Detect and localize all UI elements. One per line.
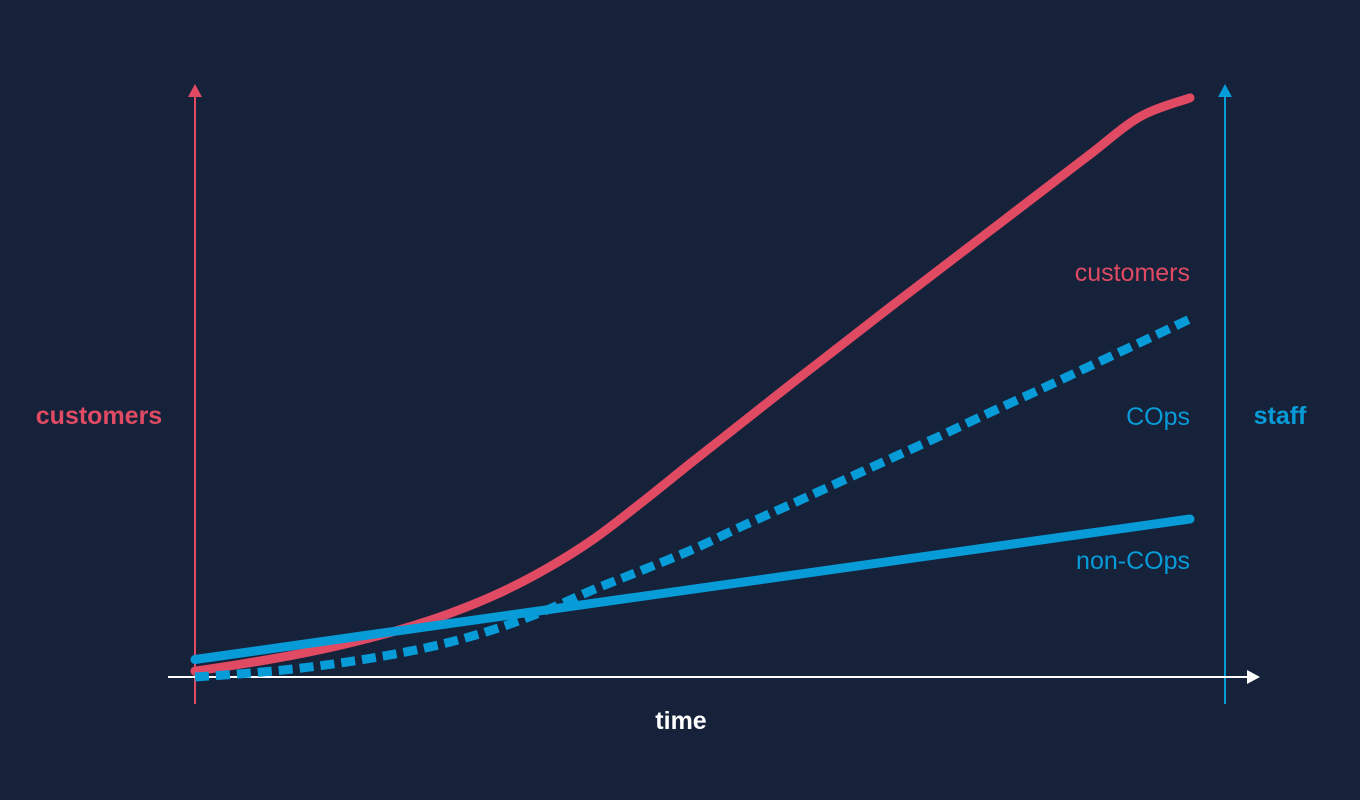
customers-axis-label: customers [36, 402, 162, 430]
series-label-cops: COps [1126, 403, 1190, 431]
series-line-cops [194, 314, 1192, 682]
series-label-customers: customers [1075, 259, 1190, 287]
series-line-non-cops [190, 514, 1195, 664]
staff-axis-label: staff [1254, 402, 1307, 430]
time-axis-label: time [655, 707, 707, 735]
time-axis-arrow-icon [1247, 670, 1260, 684]
customers-axis-arrow-icon [188, 84, 202, 97]
staff-axis-arrow-icon [1218, 84, 1232, 97]
series-label-non-cops: non-COps [1076, 547, 1190, 575]
